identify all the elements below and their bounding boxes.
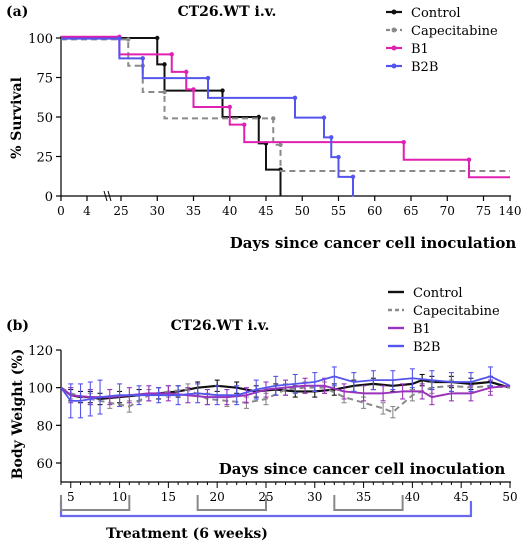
survival-event-marker (401, 139, 406, 145)
panel-a-x-tick-label: 25 (113, 204, 128, 218)
legend-b-label: Capecitabine (413, 304, 500, 319)
legend-a-label: Capecitabine (411, 24, 498, 39)
panel-a-x-label: Days since cancer cell inoculation (230, 234, 517, 252)
legend-a-marker (391, 27, 397, 33)
panel-a-y-tick-label: 25 (36, 151, 53, 166)
legend-a-label: B1 (411, 42, 429, 57)
panel-a-x-tick-label: 30 (150, 204, 165, 218)
panel-a-x-tick-label: 45 (258, 204, 273, 218)
survival-curve-b1 (61, 35, 510, 179)
survival-event-marker (292, 95, 298, 101)
panel-a-y-tick-label: 0 (45, 190, 53, 205)
panel-b-body-weight: (b) CT26.WT i.v. Body Weight (%) Days si… (6, 286, 518, 542)
legend-a-marker (391, 45, 397, 51)
dosing-bracket (60, 495, 131, 511)
panel-a-x-tick-label: 55 (331, 204, 346, 218)
survival-event-marker (184, 69, 189, 75)
survival-curve-control (61, 37, 282, 196)
panel-a-x-tick-label: 75 (476, 204, 491, 218)
dosing-bracket (333, 495, 404, 511)
legend-a-label: Control (411, 6, 461, 21)
panel-b-y-tick-label: 100 (28, 382, 53, 397)
panel-a-y-tick-label: 75 (36, 72, 53, 87)
legend-b-label: B2B (413, 340, 440, 355)
panel-b-y-tick-label: 60 (36, 457, 53, 472)
panel-a-x-tick-label: 60 (367, 204, 382, 218)
panel-b-x-tick-label: 50 (502, 490, 517, 504)
panel-a-legend: Control Capecitabine B1 B2B (386, 6, 498, 75)
panel-b-x-tick-label: 10 (112, 490, 127, 504)
panel-a-x-tick-label: 70 (440, 204, 455, 218)
panel-a-x-tick-label: 65 (403, 204, 418, 218)
legend-b-label: B1 (413, 322, 431, 337)
panel-b-label: (b) (6, 318, 29, 334)
survival-event-marker (162, 62, 167, 67)
survival-event-marker (336, 154, 341, 160)
panel-a-x-tick-label: 140 (499, 204, 522, 218)
panel-b-title: CT26.WT i.v. (171, 318, 270, 334)
treatment-label: Treatment (6 weeks) (106, 526, 268, 542)
panel-b-x-tick-label: 5 (67, 490, 75, 504)
panel-a-x-tick-label: 50 (295, 204, 310, 218)
panel-b-x-tick-label: 20 (210, 490, 225, 504)
panel-b-x-tick-label: 40 (405, 490, 420, 504)
legend-a-marker (391, 9, 397, 15)
legend-a-marker (391, 63, 397, 69)
legend-a-label: B2B (411, 60, 438, 75)
survival-event-marker (155, 35, 160, 41)
survival-event-marker (191, 87, 196, 92)
survival-event-marker (162, 89, 167, 95)
panel-a-x-tick-label: 40 (222, 204, 237, 218)
panel-a-x-tick-label: 4 (83, 204, 91, 218)
survival-event-marker (140, 56, 145, 61)
survival-event-marker (169, 52, 174, 57)
panel-b-x-tick-label: 45 (454, 490, 469, 504)
survival-event-marker (242, 122, 247, 127)
survival-event-marker (466, 157, 472, 162)
legend-b-label: Control (413, 286, 463, 301)
panel-a-survival: (a) CT26.WT i.v. % Survival Days since c… (6, 4, 521, 252)
panel-b-y-tick-label: 120 (28, 344, 53, 359)
survival-event-marker (117, 36, 122, 41)
survival-event-marker (227, 104, 232, 110)
panel-a-y-tick-label: 100 (28, 32, 53, 47)
survival-event-marker (220, 88, 225, 93)
panel-b-x-tick-label: 35 (356, 490, 371, 504)
weight-line-b2b (60, 375, 511, 402)
panel-a-x-tick-label: 35 (186, 204, 201, 218)
dosing-bracket (196, 495, 267, 511)
panel-b-y-tick-label: 80 (36, 419, 53, 434)
survival-event-marker (271, 116, 276, 121)
survival-event-marker (205, 75, 211, 81)
survival-event-marker (321, 115, 327, 120)
panel-b-legend: Control Capecitabine B1 B2B (388, 286, 500, 355)
treatment-schedule (59, 495, 473, 518)
survival-event-marker (350, 174, 356, 180)
panel-a-axis-break (107, 190, 112, 202)
panel-b-x-label: Days since cancer cell inoculation (219, 460, 506, 478)
panel-a-title: CT26.WT i.v. (178, 4, 277, 20)
panel-b-y-label: Body Weight (%) (10, 349, 26, 480)
panel-a-label: (a) (6, 4, 28, 20)
panel-b-x-tick-label: 30 (307, 490, 322, 504)
panel-a-axis-break (103, 190, 108, 202)
survival-event-marker (126, 37, 131, 42)
panel-a-y-label: % Survival (9, 77, 25, 159)
survival-curve-b2b (61, 37, 354, 197)
survival-event-marker (278, 142, 283, 147)
panel-b-x-tick-label: 15 (161, 490, 176, 504)
survival-event-marker (329, 135, 334, 140)
panel-a-x-tick-label: 0 (57, 204, 65, 218)
panel-a-y-tick-label: 50 (36, 111, 53, 126)
